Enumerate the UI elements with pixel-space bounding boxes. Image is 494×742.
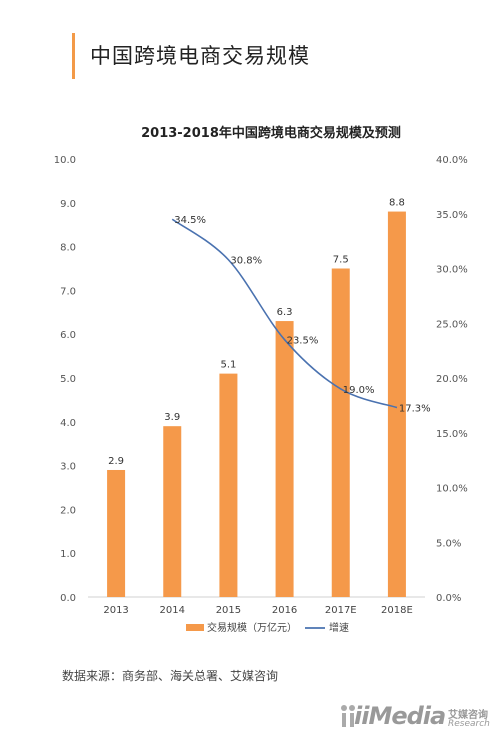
y-right-tick-label: 35.0% bbox=[436, 210, 468, 221]
growth-rate-line bbox=[171, 218, 398, 409]
title-accent-bar bbox=[72, 33, 75, 79]
legend-bar-label: 交易规模（万亿元） bbox=[207, 621, 297, 634]
y-left-tick-label: 8.0 bbox=[60, 243, 76, 254]
bar bbox=[331, 268, 350, 597]
y-right-tick-label: 20.0% bbox=[436, 374, 468, 385]
bar bbox=[107, 469, 126, 597]
bar-data-label: 2.9 bbox=[108, 456, 124, 467]
y-left-tick-label: 3.0 bbox=[60, 462, 76, 473]
bar-data-label: 8.8 bbox=[389, 198, 405, 209]
chart-title: 2013-2018年中国跨境电商交易规模及预测 bbox=[141, 125, 401, 141]
logo-mark-icon bbox=[341, 705, 355, 727]
y-left-tick-label: 9.0 bbox=[60, 199, 76, 210]
x-tick-label: 2013 bbox=[103, 605, 128, 616]
y-left-tick-label: 4.0 bbox=[60, 418, 76, 429]
legend-bar-swatch bbox=[186, 624, 204, 631]
line-data-label: 34.5% bbox=[174, 215, 206, 226]
y-right-tick-label: 40.0% bbox=[436, 155, 468, 166]
bar-data-label: 7.5 bbox=[333, 255, 349, 266]
line-data-label: 19.0% bbox=[343, 385, 375, 396]
logo-text: iiMedia bbox=[354, 702, 446, 730]
line-data-label: 17.3% bbox=[399, 404, 431, 415]
logo-text-cn: 艾媒咨询 bbox=[448, 710, 488, 721]
bar bbox=[275, 321, 294, 597]
bar-data-label: 3.9 bbox=[164, 412, 180, 423]
bar-data-label: 6.3 bbox=[277, 307, 293, 318]
y-left-tick-label: 2.0 bbox=[60, 505, 76, 516]
y-right-tick-label: 15.0% bbox=[436, 429, 468, 440]
x-tick-label: 2017E bbox=[325, 605, 357, 616]
bar bbox=[219, 373, 238, 597]
y-left-tick-label: 7.0 bbox=[60, 286, 76, 297]
bar-data-label: 5.1 bbox=[220, 360, 236, 371]
data-source: 数据来源：商务部、海关总署、艾媒咨询 bbox=[62, 669, 279, 683]
x-tick-label: 2015 bbox=[216, 605, 241, 616]
y-left-tick-label: 1.0 bbox=[60, 549, 76, 560]
y-right-tick-label: 30.0% bbox=[436, 265, 468, 276]
line-data-label: 30.8% bbox=[230, 256, 262, 267]
y-left-tick-label: 6.0 bbox=[60, 330, 76, 341]
x-tick-label: 2018E bbox=[381, 605, 413, 616]
y-right-tick-label: 25.0% bbox=[436, 319, 468, 330]
x-tick-label: 2016 bbox=[272, 605, 297, 616]
legend-line-label: 增速 bbox=[329, 621, 349, 634]
line-data-label: 23.5% bbox=[287, 336, 319, 347]
y-left-tick-label: 0.0 bbox=[60, 593, 76, 604]
y-left-tick-label: 10.0 bbox=[54, 155, 76, 166]
page-title: 中国跨境电商交易规模 bbox=[90, 44, 310, 68]
x-tick-label: 2014 bbox=[160, 605, 185, 616]
logo-text-en: Research bbox=[448, 719, 490, 729]
iimedia-logo: iiMedia 艾媒咨询 Research bbox=[340, 700, 490, 736]
y-right-tick-label: 0.0% bbox=[436, 593, 461, 604]
y-right-tick-label: 10.0% bbox=[436, 484, 468, 495]
y-right-tick-label: 5.0% bbox=[436, 538, 461, 549]
bar bbox=[163, 426, 182, 597]
bar bbox=[387, 211, 406, 597]
y-left-tick-label: 5.0 bbox=[60, 374, 76, 385]
